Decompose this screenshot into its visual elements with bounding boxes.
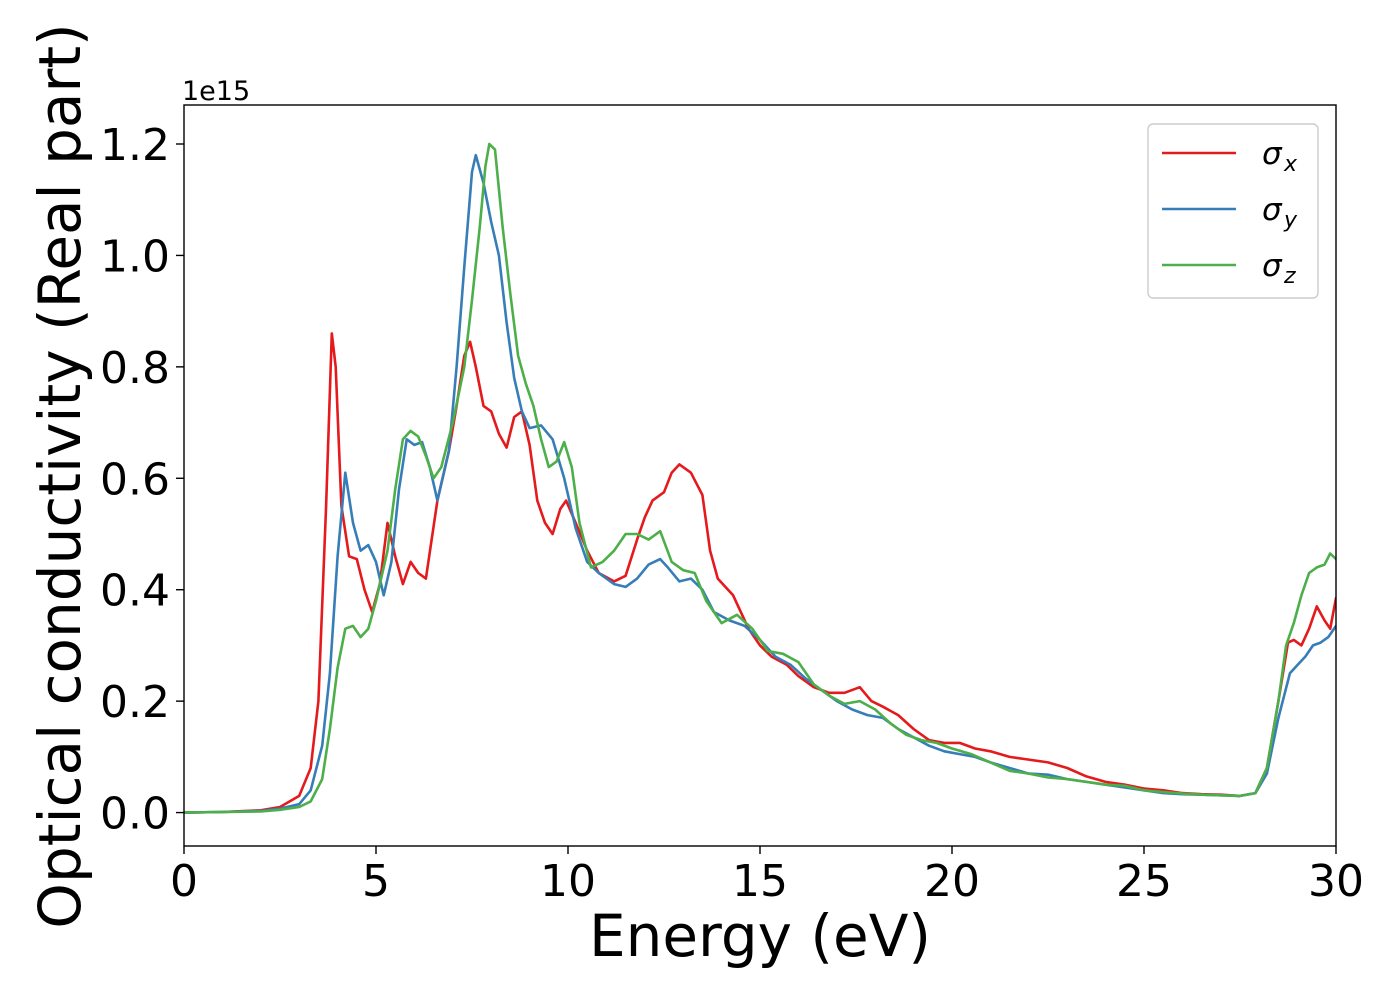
legend: σ xσ yσ z bbox=[1147, 123, 1319, 299]
legend-subscript-x: x bbox=[1283, 152, 1298, 177]
legend-subscript-z: z bbox=[1283, 264, 1296, 289]
series-line-z bbox=[184, 142, 1336, 814]
x-axis-ticks: 0 5 10 15 20 25 30 bbox=[170, 846, 1364, 907]
legend-box bbox=[1147, 123, 1319, 299]
legend-label-z: σ bbox=[1262, 248, 1283, 284]
x-tick-label: 15 bbox=[732, 856, 788, 907]
series-line-x bbox=[184, 332, 1336, 814]
legend-subscript-y: y bbox=[1283, 208, 1298, 233]
y-tick-label: 0.4 bbox=[100, 566, 170, 617]
legend-label-y: σ bbox=[1262, 192, 1283, 228]
y-tick-label: 1.0 bbox=[100, 231, 170, 282]
x-tick-label: 5 bbox=[362, 856, 390, 907]
y-axis-ticks: 0.0 0.2 0.4 0.6 0.8 1.0 1.2 bbox=[100, 120, 184, 840]
x-axis-title: Energy (eV) bbox=[589, 902, 931, 970]
y-tick-label: 0.2 bbox=[100, 677, 170, 728]
y-tick-label: 1.2 bbox=[100, 120, 170, 171]
x-tick-label: 10 bbox=[540, 856, 596, 907]
x-tick-label: 20 bbox=[924, 856, 980, 907]
y-offset-label: 1e15 bbox=[182, 76, 250, 107]
y-tick-label: 0.6 bbox=[100, 454, 170, 505]
legend-label-x: σ bbox=[1262, 136, 1283, 172]
x-tick-label: 25 bbox=[1116, 856, 1172, 907]
y-tick-label: 0.0 bbox=[100, 789, 170, 840]
y-axis-title: Optical conductivity (Real part) bbox=[26, 23, 94, 928]
x-tick-label: 30 bbox=[1308, 856, 1364, 907]
series-layer bbox=[184, 142, 1336, 814]
y-tick-label: 0.8 bbox=[100, 343, 170, 394]
x-tick-label: 0 bbox=[170, 856, 198, 907]
